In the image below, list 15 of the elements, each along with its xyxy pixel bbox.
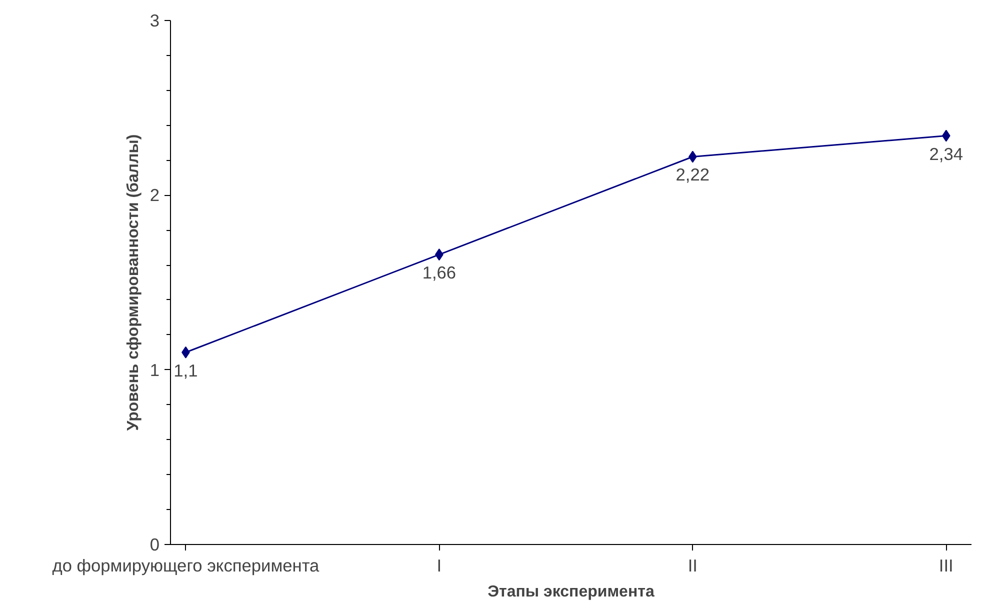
point bbox=[942, 130, 950, 142]
y-tick-label: 3 bbox=[150, 10, 160, 30]
x-axis-title: Этапы эксперимента bbox=[488, 584, 654, 600]
y-tick-label: 2 bbox=[150, 185, 160, 206]
data-label: 2,22 bbox=[676, 164, 710, 185]
data-label: 2,34 bbox=[929, 144, 964, 164]
y-tick-label: 1 bbox=[150, 360, 160, 380]
data-label: 1,1 bbox=[174, 360, 198, 380]
x-tick-label: I bbox=[436, 556, 442, 576]
x-tick-label: до формирующего эксперимента bbox=[52, 556, 320, 576]
x-tick-label: II bbox=[688, 556, 698, 576]
x-tick-label: III bbox=[938, 556, 954, 576]
data-label: 1,66 bbox=[422, 262, 456, 283]
y-tick-label: 0 bbox=[150, 534, 160, 554]
y-axis-title: Уровень сформированности (баллы) bbox=[124, 134, 142, 431]
